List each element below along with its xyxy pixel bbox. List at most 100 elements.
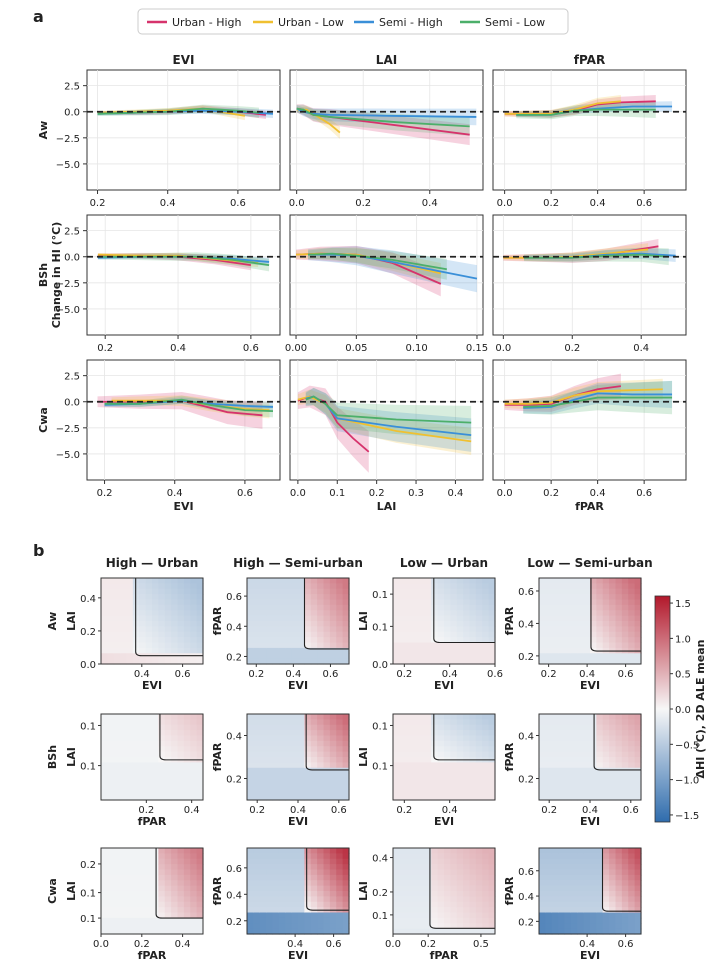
zero-contour-line	[159, 714, 203, 761]
heatmap-cell	[424, 631, 432, 638]
heatmap-cell	[444, 647, 451, 654]
heatmap-cell	[323, 599, 331, 606]
heatmap-cell	[615, 626, 623, 633]
heatmap-cell	[469, 594, 477, 601]
heatmap-cell	[564, 588, 572, 595]
heatmap-cell	[450, 642, 458, 649]
heatmap-cell	[132, 746, 140, 753]
heatmap-cell	[551, 880, 559, 887]
heatmap-cell	[113, 719, 121, 726]
heatmap-cell	[615, 767, 623, 774]
heatmap-cell	[132, 583, 140, 590]
heatmap-cell	[596, 642, 604, 649]
heatmap-cell	[558, 762, 566, 769]
heatmap-cell	[120, 604, 128, 611]
heatmap-cell	[152, 578, 159, 584]
heatmap-cell	[482, 848, 490, 854]
heatmap-cell	[570, 762, 578, 769]
heatmap-cell	[304, 746, 312, 753]
heatmap-cell	[196, 928, 204, 935]
heatmap-cell	[253, 917, 261, 924]
heatmap-cell	[266, 762, 274, 769]
heatmap-cell	[336, 621, 344, 627]
heatmap-cell	[145, 783, 153, 790]
heatmap-cell	[107, 874, 115, 881]
heatmap-cell	[475, 730, 483, 737]
heatmap-cell	[628, 858, 636, 865]
heatmap-cell	[577, 740, 585, 747]
heatmap-cell	[456, 853, 464, 860]
heatmap-cell	[545, 891, 553, 897]
heatmap-frame	[100, 847, 204, 935]
heatmap-cell	[463, 912, 471, 919]
heatmap-cell	[145, 794, 153, 801]
x-tick-label: 0.4	[579, 939, 595, 950]
heatmap-cell	[164, 869, 172, 876]
heatmap-cell	[126, 615, 134, 622]
heatmap-cell	[101, 773, 108, 780]
heatmap-cell	[164, 642, 172, 649]
heatmap-cell	[602, 642, 610, 649]
heatmap-cell	[317, 896, 325, 903]
heatmap-cell	[399, 714, 407, 720]
heatmap-cell	[399, 848, 407, 854]
heatmap-cell	[475, 637, 483, 644]
heatmap-cell	[336, 626, 344, 633]
heatmap-cell	[285, 578, 293, 584]
heatmap-cell	[247, 714, 254, 720]
heatmap-cell	[101, 621, 108, 627]
heatmap-cell	[107, 615, 115, 622]
heatmap-cell	[183, 588, 191, 595]
heatmap-cell	[336, 762, 344, 769]
heatmap-cell	[190, 848, 198, 854]
x-tick-label: 0.2	[541, 669, 557, 680]
heatmap-cell	[437, 869, 445, 876]
heatmap-cell	[285, 599, 293, 606]
heatmap-cell	[475, 615, 483, 622]
heatmap-cell	[139, 912, 147, 919]
heatmap-cell	[247, 653, 254, 660]
heatmap-cell	[152, 767, 159, 774]
heatmap-cell	[291, 869, 299, 876]
heatmap-cell	[469, 858, 477, 865]
heatmap-cell	[336, 869, 344, 876]
heatmap-cell	[609, 778, 617, 785]
heatmap-cell	[247, 794, 254, 801]
heatmap-cell	[329, 647, 337, 654]
y-tick-label: 0.2	[518, 775, 534, 786]
heatmap-cell	[272, 746, 280, 753]
heatmap-cell	[164, 631, 172, 638]
heatmap-cell	[475, 848, 483, 854]
heatmap-x-label: EVI	[142, 679, 162, 692]
heatmap-cell	[412, 653, 420, 660]
heatmap-cell	[469, 724, 477, 731]
heatmap-cell	[551, 719, 559, 726]
heatmap-cell	[539, 901, 546, 908]
heatmap-cell	[285, 794, 293, 801]
heatmap-cell	[336, 647, 344, 654]
heatmap-cell	[190, 621, 198, 627]
heatmap-cell	[329, 740, 337, 747]
heatmap-cell	[336, 724, 344, 731]
heatmap-cell	[418, 637, 426, 644]
heatmap-cell	[113, 714, 121, 720]
heatmap-cell	[132, 789, 140, 796]
subplot-frame	[492, 214, 687, 336]
heatmap-cell	[132, 848, 140, 854]
heatmap-cell	[437, 719, 445, 726]
heatmap-cell	[596, 885, 604, 892]
heatmap-cell	[545, 724, 553, 731]
y-tick-label: 0.1	[372, 622, 388, 633]
heatmap-cell	[475, 631, 483, 638]
y-tick-label: 0.1	[372, 762, 388, 773]
heatmap-cell	[145, 891, 153, 897]
heatmap-cell	[602, 917, 610, 924]
heatmap-cell	[444, 917, 451, 924]
heatmap-cell	[145, 621, 153, 627]
heatmap-cell	[412, 874, 420, 881]
heatmap-cell	[247, 735, 254, 742]
heatmap-cell	[570, 719, 578, 726]
heatmap-cell	[285, 891, 293, 897]
heatmap-cell	[272, 588, 280, 595]
heatmap-cell	[469, 735, 477, 742]
